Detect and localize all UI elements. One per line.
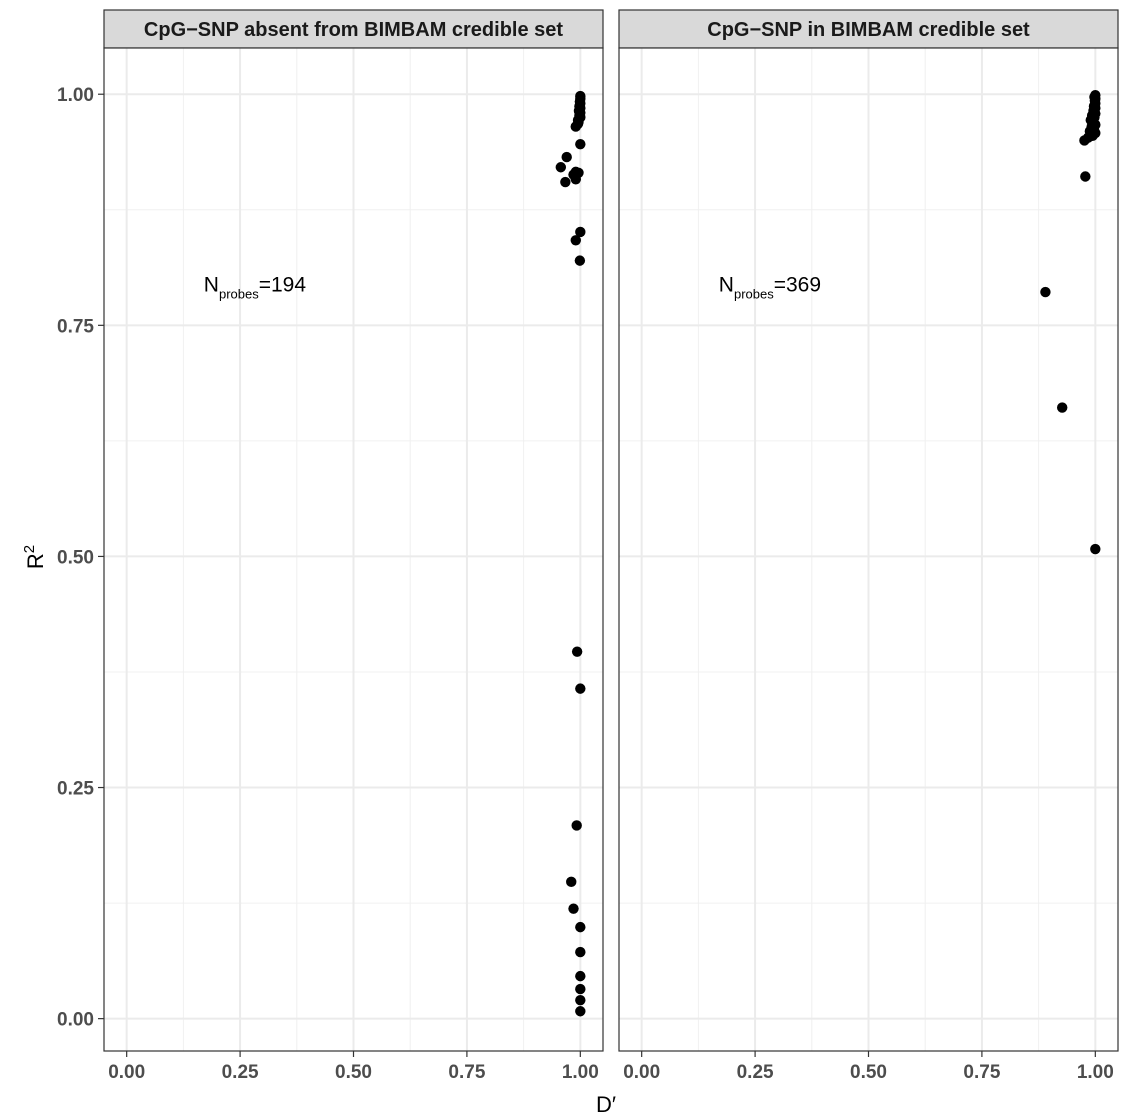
y-axis-title-superscript: 2 [21,545,38,553]
x-tick-label: 0.25 [222,1062,259,1083]
data-point [575,1006,586,1017]
data-point [571,646,583,657]
y-axis-title: R2 [21,545,48,569]
x-tick-label: 0.25 [737,1062,774,1083]
facet-panel-1: CpG−SNP absent from BIMBAM credible set 0… [57,9,604,1083]
n-probes-annotation: Nprobes=369 [719,274,821,302]
data-point [575,138,586,150]
facet-panels: CpG−SNP absent from BIMBAM credible set 0… [57,9,1119,1083]
x-tick-label: 0.00 [108,1062,145,1083]
data-point [572,118,584,130]
svg-text:R2: R2 [21,545,48,569]
data-point [574,255,586,266]
x-tick-label: 0.00 [623,1062,660,1083]
y-tick-label: 0.75 [57,316,94,337]
x-tick-label: 0.50 [850,1062,887,1083]
x-tick-label: 1.00 [1077,1062,1114,1083]
facet-panel-2: CpG−SNP in BIMBAM credible set 0.00 0.25 0.… [618,9,1119,1083]
data-point [571,820,582,831]
y-tick-label: 1.00 [57,85,94,106]
annotation-value: =194 [259,274,307,297]
annotation-subscript: probes [734,287,774,302]
x-tick-label: 0.50 [335,1062,372,1083]
data-point [568,903,579,914]
data-point [575,226,586,238]
data-point [575,683,586,694]
annotation-value: =369 [774,274,821,297]
data-point [575,946,586,958]
facet-strip [103,9,604,49]
x-tick-label: 0.75 [448,1062,485,1083]
facet-strip-title: CpG−SNP absent from BIMBAM credible set [144,19,564,41]
data-point [1079,135,1090,146]
facet-strip [618,9,1119,49]
x-axis-title: D′ [596,1092,616,1117]
y-tick-label: 0.00 [57,1010,94,1031]
data-point [570,235,581,246]
annotation-main: N [719,274,734,297]
data-point [575,994,586,1006]
data-point [575,970,586,982]
annotation-main: N [204,274,219,297]
data-point [1090,543,1101,555]
y-axis-title-main: R [23,553,48,569]
data-point [1057,402,1068,413]
facet-strip-title: CpG−SNP in BIMBAM credible set [707,19,1030,41]
data-point [561,151,572,163]
data-point [1040,286,1051,298]
data-point [570,174,581,185]
n-probes-annotation: Nprobes=194 [204,274,307,302]
data-point [555,162,567,173]
x-tick-label: 1.00 [562,1062,599,1083]
x-tick-label: 0.75 [963,1062,1000,1083]
data-point [1080,171,1091,182]
annotation-subscript: probes [219,287,259,302]
data-point [575,983,586,995]
y-tick-label: 0.25 [57,779,94,800]
data-point [566,876,577,888]
y-tick-label: 0.50 [57,547,94,568]
data-point [560,176,571,188]
data-point [575,921,586,933]
